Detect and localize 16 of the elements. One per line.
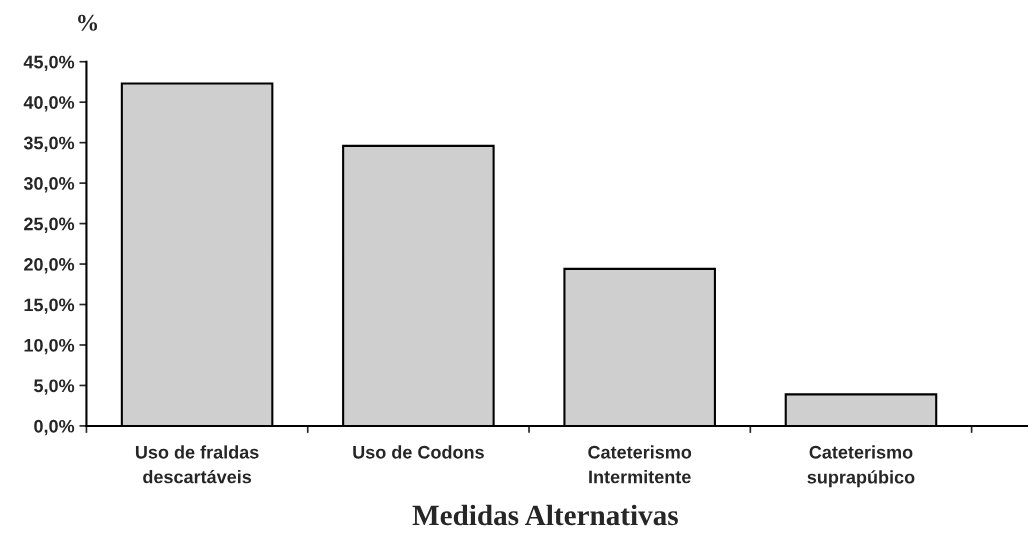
y-tick-label: 35,0%	[23, 136, 75, 152]
y-tick-label: 45,0%	[23, 55, 75, 72]
y-tick-label: 25,0%	[24, 217, 75, 233]
x-tick-label: Cateterismo suprapúbico	[807, 445, 915, 488]
x-tick-label: Uso de Codons	[353, 445, 484, 459]
x-tick-label: Uso de fraldas descartáveis	[135, 445, 259, 484]
y-tick-label: 20,0%	[24, 257, 75, 274]
x-axis-title: Medidas Alternativas	[412, 504, 678, 526]
y-tick-label: 15,0%	[24, 298, 75, 314]
y-tick-label: 5,0%	[34, 379, 75, 395]
y-tick-label: 40,0%	[23, 96, 75, 112]
x-tick-label: Cateterismo Intermitente	[588, 445, 692, 484]
y-tick-label: 0,0%	[34, 419, 75, 436]
y-tick-label: 10,0%	[24, 338, 75, 355]
y-tick-label: 30,0%	[23, 177, 75, 193]
y-axis-title: %	[78, 14, 98, 31]
